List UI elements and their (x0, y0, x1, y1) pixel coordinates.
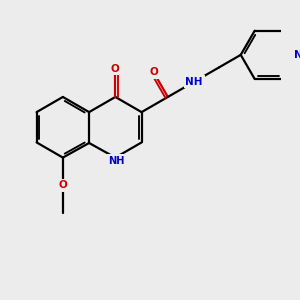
Text: O: O (111, 64, 120, 74)
Text: O: O (58, 181, 67, 190)
Text: N: N (294, 50, 300, 60)
Text: O: O (150, 67, 158, 77)
Text: NH: NH (185, 77, 203, 87)
Text: NH: NH (108, 156, 125, 166)
